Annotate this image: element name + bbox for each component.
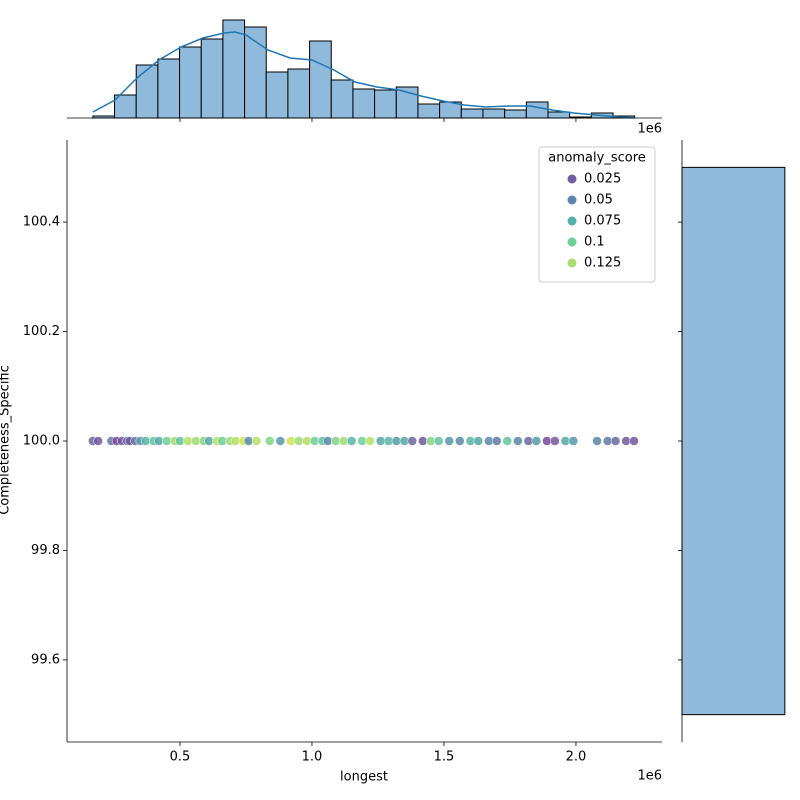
x-offset-label: 1e6 xyxy=(637,769,662,784)
legend-marker xyxy=(567,258,577,268)
legend-marker xyxy=(567,174,577,184)
scatter-point xyxy=(592,436,602,446)
scatter-point xyxy=(621,436,631,446)
scatter-point xyxy=(230,436,241,446)
scatter-point xyxy=(301,436,312,446)
scatter-point xyxy=(309,436,320,446)
scatter-point xyxy=(492,436,502,446)
x-axis-label: longest xyxy=(340,770,388,785)
scatter-point xyxy=(243,436,254,446)
scatter-point xyxy=(93,436,103,446)
x-tick-label: 0.5 xyxy=(170,750,191,765)
kde-line xyxy=(92,31,635,119)
histogram-bar xyxy=(114,94,137,119)
scatter-point xyxy=(399,436,410,446)
x-tick-label: 2.0 xyxy=(566,750,587,765)
legend-label: 0.075 xyxy=(584,214,621,229)
scatter-point xyxy=(433,436,444,446)
scatter-point xyxy=(418,436,428,446)
y-tick-label: 100.2 xyxy=(23,324,60,339)
scatter-point xyxy=(154,436,164,446)
histogram-bar xyxy=(525,101,549,119)
legend-label: 0.025 xyxy=(584,172,621,187)
scatter-point xyxy=(251,436,262,446)
x-offset-label: 1e6 xyxy=(637,122,662,137)
scatter-point xyxy=(407,436,418,446)
scatter-point xyxy=(140,436,151,446)
scatter-point xyxy=(383,436,394,446)
histogram-bar xyxy=(287,68,311,119)
scatter-point xyxy=(294,436,304,446)
histogram-bar xyxy=(460,108,484,119)
scatter-point xyxy=(473,436,484,446)
legend-label: 0.125 xyxy=(584,256,621,271)
scatter-point xyxy=(357,436,367,446)
scatter-point xyxy=(323,436,333,446)
scatter-point xyxy=(610,436,621,446)
scatter-point xyxy=(502,436,513,446)
scatter-point xyxy=(264,436,275,446)
scatter-point xyxy=(426,436,436,446)
scatter-point xyxy=(162,436,172,446)
histogram-bar xyxy=(179,46,202,119)
scatter-point xyxy=(602,436,613,446)
scatter-point xyxy=(444,436,454,446)
histogram-bar xyxy=(352,88,376,119)
legend-label: 0.1 xyxy=(584,235,605,250)
scatter-point xyxy=(560,436,571,446)
legend-label: 0.05 xyxy=(584,193,613,208)
histogram-bar xyxy=(504,109,527,119)
y-tick-label: 99.8 xyxy=(31,543,60,558)
histogram-bar xyxy=(374,89,397,119)
histogram-bar xyxy=(330,79,354,119)
histogram-bar xyxy=(135,64,159,119)
histogram-bar xyxy=(309,40,332,119)
scatter-point xyxy=(338,436,349,446)
legend-marker xyxy=(567,216,577,226)
legend-title: anomaly_score xyxy=(548,151,646,166)
scatter-point xyxy=(346,436,357,446)
histogram-bar xyxy=(547,111,571,119)
legend-marker xyxy=(567,195,577,205)
scatter-point xyxy=(550,436,560,446)
y-axis-label: Completeness_Specific xyxy=(0,365,13,515)
scatter-point xyxy=(183,436,193,446)
scatter-point xyxy=(217,436,227,446)
scatter-point xyxy=(542,436,552,446)
scatter-point xyxy=(391,436,402,446)
histogram-bar xyxy=(417,103,441,119)
scatter-point xyxy=(330,436,341,446)
scatter-point xyxy=(204,436,214,446)
x-tick-label: 1.0 xyxy=(302,750,323,765)
scatter-point xyxy=(523,436,534,446)
scatter-point xyxy=(629,436,639,446)
y-tick-label: 100.4 xyxy=(23,215,60,230)
x-tick-label: 1.5 xyxy=(434,750,455,765)
histogram-bar xyxy=(265,71,289,119)
histogram-bar xyxy=(157,58,181,119)
scatter-point xyxy=(375,436,386,446)
histogram-bar xyxy=(681,166,786,716)
scatter-point xyxy=(484,436,494,446)
legend-marker xyxy=(567,237,577,247)
scatter-point xyxy=(191,436,201,446)
scatter-point xyxy=(365,436,375,446)
y-tick-label: 99.6 xyxy=(31,652,60,667)
histogram-bar xyxy=(222,19,246,119)
scatter-point xyxy=(286,436,296,446)
scatter-point xyxy=(531,436,542,446)
scatter-point xyxy=(175,436,185,446)
scatter-point xyxy=(568,436,579,446)
histogram-bar xyxy=(482,108,506,119)
y-tick-label: 100.0 xyxy=(23,434,60,449)
scatter-point xyxy=(465,436,476,446)
scatter-point xyxy=(513,436,523,446)
scatter-point xyxy=(275,436,286,446)
histogram-bar xyxy=(200,38,224,119)
scatter-point xyxy=(455,436,465,446)
